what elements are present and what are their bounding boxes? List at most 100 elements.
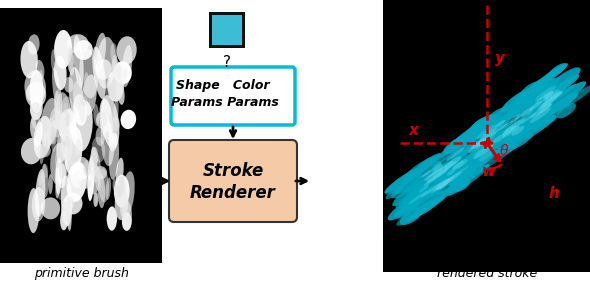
Ellipse shape <box>30 118 37 139</box>
Bar <box>209 12 245 48</box>
Ellipse shape <box>499 139 522 156</box>
Ellipse shape <box>501 116 520 129</box>
Ellipse shape <box>51 49 57 71</box>
Ellipse shape <box>535 92 552 105</box>
Ellipse shape <box>436 152 467 176</box>
Ellipse shape <box>415 198 438 216</box>
Ellipse shape <box>525 71 555 93</box>
Ellipse shape <box>52 67 63 119</box>
Ellipse shape <box>530 108 551 123</box>
Ellipse shape <box>35 169 45 217</box>
Ellipse shape <box>112 55 117 75</box>
Ellipse shape <box>484 135 505 151</box>
Ellipse shape <box>50 126 54 142</box>
Ellipse shape <box>520 112 537 124</box>
FancyBboxPatch shape <box>171 67 295 125</box>
Ellipse shape <box>486 120 522 147</box>
Ellipse shape <box>504 100 529 118</box>
Ellipse shape <box>396 203 428 226</box>
Ellipse shape <box>444 156 461 169</box>
Ellipse shape <box>508 124 535 143</box>
Ellipse shape <box>96 37 116 89</box>
Ellipse shape <box>388 194 423 220</box>
Ellipse shape <box>491 142 514 158</box>
Ellipse shape <box>93 192 98 207</box>
Ellipse shape <box>525 109 553 130</box>
Ellipse shape <box>421 183 441 197</box>
Ellipse shape <box>35 60 44 80</box>
Ellipse shape <box>401 175 442 204</box>
Ellipse shape <box>97 173 105 208</box>
Ellipse shape <box>457 144 480 162</box>
Ellipse shape <box>90 165 100 195</box>
Ellipse shape <box>82 75 97 116</box>
Ellipse shape <box>54 56 67 90</box>
Ellipse shape <box>106 177 111 200</box>
Ellipse shape <box>432 166 455 183</box>
Ellipse shape <box>451 120 488 147</box>
Ellipse shape <box>502 125 520 138</box>
Ellipse shape <box>45 140 48 154</box>
Ellipse shape <box>488 128 519 151</box>
Ellipse shape <box>434 176 454 191</box>
Ellipse shape <box>91 147 98 168</box>
Ellipse shape <box>41 164 48 198</box>
Ellipse shape <box>450 166 469 179</box>
Ellipse shape <box>540 93 559 107</box>
Ellipse shape <box>403 166 440 193</box>
Ellipse shape <box>64 77 74 93</box>
Ellipse shape <box>545 92 560 103</box>
Ellipse shape <box>430 179 451 194</box>
Ellipse shape <box>70 165 84 188</box>
Ellipse shape <box>525 94 543 108</box>
Ellipse shape <box>54 91 60 122</box>
Ellipse shape <box>447 178 470 196</box>
Ellipse shape <box>120 110 136 129</box>
Ellipse shape <box>385 185 404 199</box>
Ellipse shape <box>481 143 519 169</box>
Ellipse shape <box>489 118 512 134</box>
Ellipse shape <box>65 112 70 127</box>
Ellipse shape <box>70 51 74 70</box>
Ellipse shape <box>43 130 51 149</box>
Ellipse shape <box>403 184 430 204</box>
Ellipse shape <box>55 180 60 198</box>
Ellipse shape <box>122 45 132 87</box>
Ellipse shape <box>395 193 430 217</box>
Ellipse shape <box>98 168 109 202</box>
Ellipse shape <box>406 181 428 198</box>
Ellipse shape <box>445 170 476 192</box>
Ellipse shape <box>59 162 61 179</box>
Ellipse shape <box>504 119 542 147</box>
Text: Shape   Color: Shape Color <box>176 79 270 92</box>
Ellipse shape <box>424 178 434 186</box>
Ellipse shape <box>95 192 99 206</box>
Ellipse shape <box>438 161 454 172</box>
Ellipse shape <box>427 150 466 178</box>
Ellipse shape <box>497 109 520 125</box>
Ellipse shape <box>59 109 76 142</box>
Ellipse shape <box>561 84 590 108</box>
Ellipse shape <box>432 163 451 178</box>
Ellipse shape <box>533 77 555 94</box>
Ellipse shape <box>512 90 542 112</box>
Ellipse shape <box>482 122 508 140</box>
Ellipse shape <box>479 128 497 140</box>
Ellipse shape <box>504 120 540 145</box>
Bar <box>0 8 162 263</box>
Ellipse shape <box>55 88 62 111</box>
Ellipse shape <box>455 158 475 172</box>
Ellipse shape <box>408 175 448 204</box>
Ellipse shape <box>418 161 441 179</box>
Ellipse shape <box>415 153 441 172</box>
Ellipse shape <box>117 84 124 105</box>
Ellipse shape <box>462 114 497 140</box>
Ellipse shape <box>540 100 551 107</box>
Ellipse shape <box>445 162 456 169</box>
Ellipse shape <box>394 174 422 194</box>
Ellipse shape <box>113 178 116 190</box>
Ellipse shape <box>542 84 576 108</box>
Ellipse shape <box>68 48 74 72</box>
Ellipse shape <box>114 121 117 130</box>
Ellipse shape <box>28 34 40 55</box>
